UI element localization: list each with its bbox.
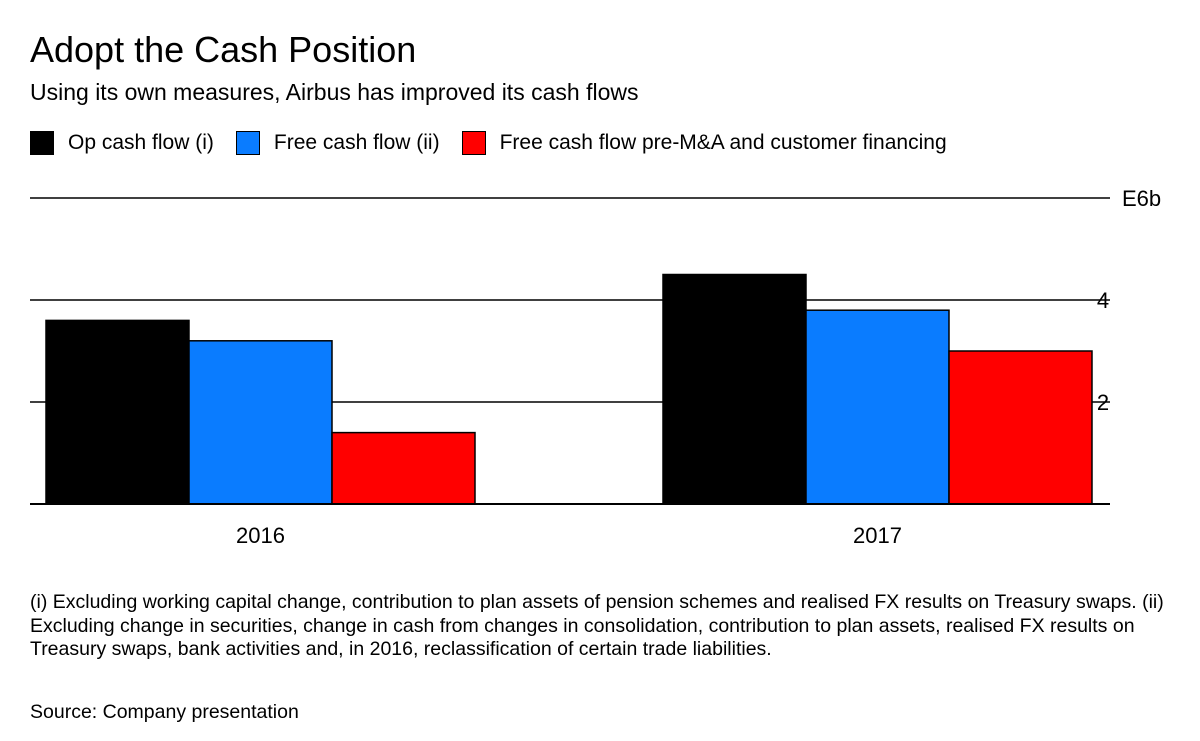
chart-footnote: (i) Excluding working capital change, co… [30,591,1164,660]
legend-item-op-cash-flow: Op cash flow (i) [30,131,214,155]
bar-2016-series-0 [45,319,190,505]
y-tick-label-2: 2 [1097,390,1109,415]
legend-label-free-cash-flow: Free cash flow (ii) [273,131,440,154]
legend-swatch-free-cash-flow-pre-ma [461,131,486,155]
bar-2017-series-2 [948,350,1093,505]
chart-title: Adopt the Cash Position [30,29,417,70]
y-tick-label-4: 4 [1097,288,1109,313]
legend-label-free-cash-flow-pre-ma: Free cash flow pre-M&A and customer fina… [499,131,947,154]
legend-swatch-free-cash-flow [235,131,260,155]
bar-2016-series-1 [188,340,333,505]
legend-label-op-cash-flow: Op cash flow (i) [68,131,214,154]
chart-legend: Op cash flow (i) Free cash flow (ii) Fre… [30,129,969,157]
legend-item-free-cash-flow: Free cash flow (ii) [235,131,440,155]
bar-2016-series-2 [331,431,476,505]
x-tick-label-2016: 2016 [236,523,285,548]
legend-swatch-op-cash-flow [30,131,54,155]
y-axis-unit-label: E6b [1122,186,1161,211]
chart-source: Source: Company presentation [30,701,299,723]
bar-2017-series-0 [662,273,807,505]
x-tick-label-2017: 2017 [853,523,902,548]
bar-2017-series-1 [805,309,950,505]
chart-subtitle: Using its own measures, Airbus has impro… [30,79,639,105]
legend-item-free-cash-flow-pre-ma: Free cash flow pre-M&A and customer fina… [461,131,947,155]
